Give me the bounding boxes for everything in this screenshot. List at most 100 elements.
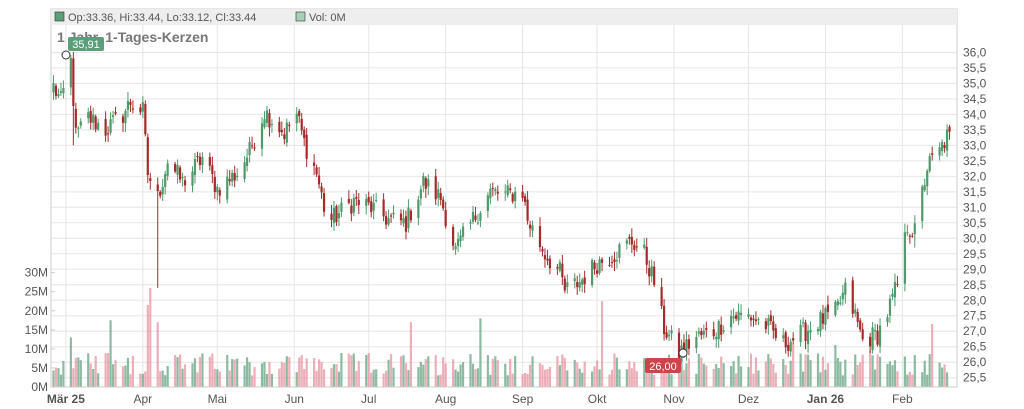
candle-body (625, 240, 628, 244)
candle-body (504, 191, 507, 193)
volume-bar (546, 368, 549, 387)
candle-body (595, 270, 599, 274)
candle-body (317, 175, 321, 185)
candle-body (181, 177, 184, 179)
volume-bar (178, 354, 182, 387)
candle-body (300, 118, 303, 131)
candle-body (826, 304, 830, 312)
volume-bar (700, 357, 703, 387)
volume-bar (682, 370, 686, 387)
volume-bar (633, 362, 636, 387)
volume-bar (595, 360, 599, 387)
candle-body (615, 260, 619, 262)
candle-body (57, 93, 60, 97)
volume-bar (774, 372, 777, 387)
volume-bar (926, 374, 929, 387)
volume-bar (52, 370, 55, 387)
candle-body (734, 315, 738, 319)
volume-bar (893, 360, 897, 387)
candle-body (94, 116, 97, 130)
candle-body (769, 315, 772, 321)
volume-bar (826, 363, 830, 387)
volume-bar (844, 359, 847, 387)
candle-body (548, 258, 552, 269)
volume-bar (573, 359, 576, 387)
legend-bar (51, 9, 957, 25)
volume-bar (332, 364, 336, 387)
candle-body (677, 332, 681, 359)
volume-bar (878, 356, 882, 387)
candle-body (561, 263, 564, 278)
candle-body (896, 283, 899, 285)
volume-bar (923, 360, 926, 387)
volume-bar (54, 367, 58, 387)
candle-body (479, 213, 482, 222)
candle-body (630, 237, 633, 245)
candle-body (921, 186, 924, 222)
candle-body (196, 156, 199, 158)
high-flag-label: 35,91 (72, 39, 100, 51)
candle-body (268, 113, 271, 128)
volume-bar (514, 356, 517, 387)
volume-legend-swatch (295, 11, 306, 22)
volume-bar (558, 365, 561, 387)
price-tick-label: 35,5 (963, 61, 987, 75)
candle-body (511, 193, 514, 202)
candle-body (806, 330, 810, 345)
candle-body (618, 244, 621, 258)
candle-body (419, 189, 422, 199)
candle-body (365, 198, 368, 206)
volume-bar (161, 370, 164, 387)
candle-body (263, 119, 266, 128)
volume-bar (523, 373, 527, 387)
candle-body (931, 153, 934, 155)
low-flag (645, 358, 681, 373)
volume-bar (365, 355, 368, 387)
month-tick-label: Jan 26 (807, 392, 845, 406)
candle-body (87, 112, 90, 119)
volume-bar (653, 374, 656, 387)
volume-bar (164, 375, 167, 387)
volume-bar (730, 366, 733, 387)
candle-body (231, 172, 234, 182)
price-tick-label: 33,5 (963, 123, 987, 137)
volume-bar (456, 371, 460, 387)
candle-body (97, 122, 100, 130)
volume-bar (181, 368, 184, 387)
candle-body (911, 235, 914, 237)
candle-body (486, 195, 489, 211)
candle-body (593, 262, 596, 270)
ohlc-legend-swatch (54, 11, 65, 22)
volume-bar (548, 366, 552, 387)
volume-bar (270, 373, 274, 387)
candle-body (313, 162, 316, 166)
volume-bar (340, 352, 343, 387)
volume-bar (461, 362, 465, 387)
candle-body (375, 200, 378, 202)
volume-bar (734, 373, 738, 387)
candle-body (89, 110, 92, 123)
volume-bar (593, 366, 596, 387)
volume-bar (422, 364, 425, 387)
candle-body (600, 259, 604, 263)
candle-body (442, 199, 445, 209)
candle-body (928, 156, 931, 172)
volume-bar (350, 355, 353, 387)
volume-bar (821, 356, 825, 387)
candle-body (792, 338, 795, 341)
volume-tick-label: 20M (25, 304, 48, 318)
volume-tick-label: 5M (31, 361, 48, 375)
volume-bar (511, 373, 514, 387)
volume-bar (643, 358, 646, 387)
candle-body (305, 134, 308, 159)
volume-bar (444, 363, 447, 387)
volume-bar (471, 363, 475, 387)
volume-bar (772, 363, 775, 387)
candle-body (834, 301, 837, 316)
volume-bar (538, 363, 542, 387)
volume-bar (104, 353, 107, 387)
volume-bar (303, 369, 306, 387)
candle-body (648, 268, 651, 277)
volume-bar (752, 373, 755, 387)
